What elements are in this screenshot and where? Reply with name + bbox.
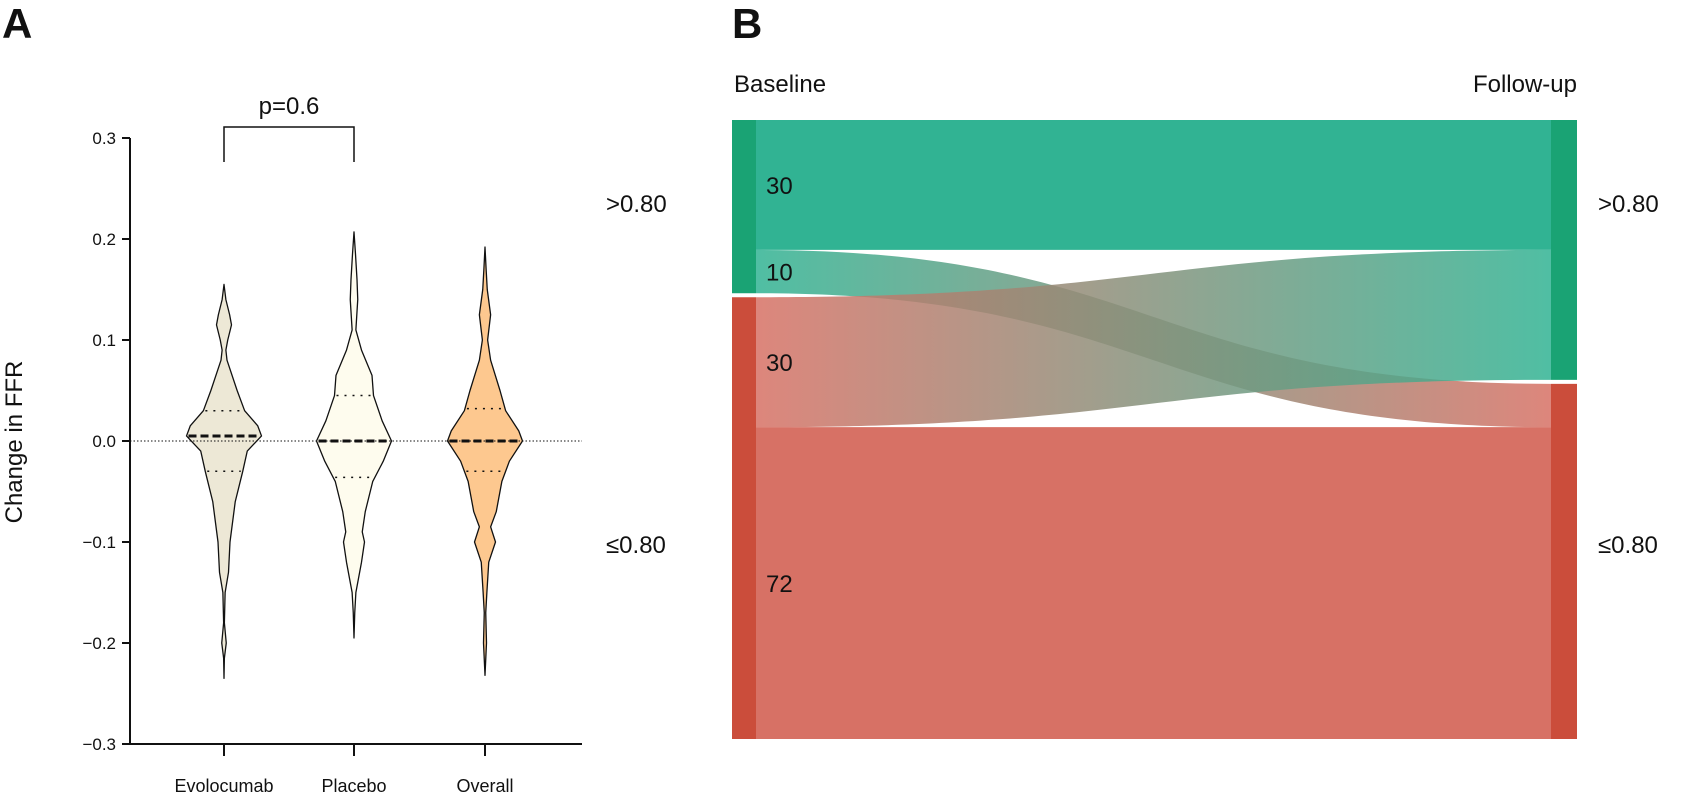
y-tick-label: −0.1 xyxy=(82,533,116,552)
p-value-annotation: p=0.6 xyxy=(259,93,320,120)
node-label: ≤0.80 xyxy=(1598,532,1658,559)
significance-bracket xyxy=(223,126,355,162)
panel-label-a: A xyxy=(2,0,32,47)
violin-chart: Change in FFR p=0.6 0.3 0.2 0.1 0.0 −0.1 −0.2… xyxy=(1,93,582,796)
y-tick-label: 0.1 xyxy=(92,331,116,350)
sankey-flow xyxy=(756,249,1551,428)
violin-overall xyxy=(446,246,524,676)
sankey-node xyxy=(1551,120,1577,380)
sankey-node xyxy=(732,120,756,294)
x-tick-label: Overall xyxy=(456,776,513,796)
x-tick-label: Placebo xyxy=(321,776,386,796)
node-label: ≤0.80 xyxy=(606,532,666,559)
node-label: >0.80 xyxy=(1598,191,1659,218)
x-tick-label: Evolocumab xyxy=(174,776,273,796)
sankey-node xyxy=(732,297,756,739)
left-axis-title: Baseline xyxy=(734,71,826,98)
y-tick-label: −0.3 xyxy=(82,735,116,754)
panel-label-b: B xyxy=(732,0,762,47)
y-tick-label: 0.3 xyxy=(92,129,116,148)
flow-label: 10 xyxy=(766,260,793,287)
sankey-flow xyxy=(756,427,1551,739)
sankey-node xyxy=(1551,383,1577,739)
sankey-flow xyxy=(756,120,1551,250)
violin-evolocumab xyxy=(185,283,263,679)
right-axis-title: Follow-up xyxy=(1473,71,1577,98)
y-axis-label: Change in FFR xyxy=(1,361,28,524)
violin-placebo xyxy=(315,231,393,639)
flow-label: 72 xyxy=(766,571,793,598)
y-tick-label: −0.2 xyxy=(82,634,116,653)
flow-label: 30 xyxy=(766,350,793,377)
y-tick-label: 0.2 xyxy=(92,230,116,249)
node-label: >0.80 xyxy=(606,191,667,218)
y-tick-label: 0.0 xyxy=(92,432,116,451)
sankey-chart: Baseline Follow-up 30 10 30 72 >0.80 ≤0.80 >0.… xyxy=(606,71,1659,739)
flow-label: 30 xyxy=(766,173,793,200)
